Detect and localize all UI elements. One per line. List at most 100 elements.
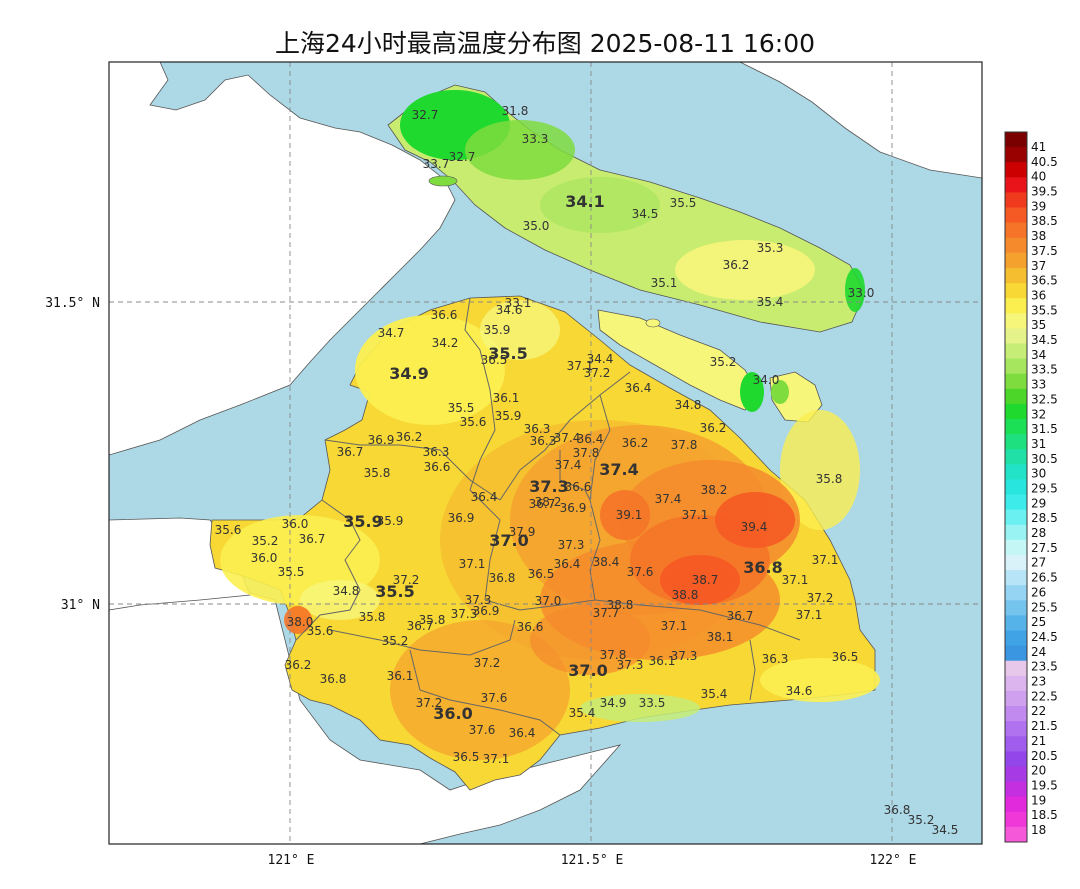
colorbar-tick-label: 20.5 bbox=[1031, 749, 1058, 763]
station-value: 36.7 bbox=[727, 609, 754, 623]
station-value: 36.2 bbox=[285, 658, 312, 672]
station-value: 36.1 bbox=[649, 654, 676, 668]
station-value: 39.4 bbox=[741, 520, 768, 534]
station-value: 34.8 bbox=[675, 398, 702, 412]
colorbar-swatch bbox=[1005, 237, 1027, 254]
station-value: 37.1 bbox=[459, 557, 486, 571]
colorbar-swatch bbox=[1005, 706, 1027, 722]
colorbar-tick-label: 22.5 bbox=[1031, 689, 1058, 703]
station-value: 35.2 bbox=[252, 534, 279, 548]
station-value: 37.2 bbox=[393, 573, 420, 587]
station-value: 34.7 bbox=[378, 326, 405, 340]
colorbar-swatch bbox=[1005, 796, 1027, 813]
colorbar-tick-label: 32.5 bbox=[1031, 392, 1058, 406]
station-value: 37.2 bbox=[416, 696, 443, 710]
station-value: 34.4 bbox=[587, 352, 614, 366]
colorbar-swatch bbox=[1005, 645, 1027, 662]
station-value: 36.8 bbox=[489, 571, 516, 585]
colorbar-tick-label: 38 bbox=[1031, 229, 1046, 243]
station-value: 35.8 bbox=[419, 613, 446, 627]
colorbar-swatch bbox=[1005, 509, 1027, 526]
station-value: 36.8 bbox=[884, 803, 911, 817]
chongming-east-tip bbox=[845, 268, 865, 312]
colorbar-tick-label: 32 bbox=[1031, 407, 1046, 421]
station-value: 31.8 bbox=[502, 104, 529, 118]
colorbar-swatch bbox=[1005, 751, 1027, 767]
colorbar-tick-label: 18 bbox=[1031, 823, 1046, 837]
colorbar-swatch bbox=[1005, 388, 1027, 405]
station-value: 35.9 bbox=[484, 323, 511, 337]
station-value: 34.8 bbox=[333, 584, 360, 598]
colorbar-tick-label: 29.5 bbox=[1031, 482, 1058, 496]
station-value: 37.2 bbox=[474, 656, 501, 670]
station-value: 36.9 bbox=[448, 511, 475, 525]
graticule bbox=[109, 62, 982, 844]
station-value: 36.1 bbox=[387, 669, 414, 683]
colorbar-swatch bbox=[1005, 177, 1027, 193]
colorbar-swatch bbox=[1005, 283, 1027, 299]
station-value: 36.4 bbox=[471, 490, 498, 504]
colorbar-tick-label: 19 bbox=[1031, 793, 1046, 807]
station-value: 37.1 bbox=[796, 608, 823, 622]
station-value: 36.1 bbox=[493, 391, 520, 405]
station-value: 35.4 bbox=[569, 706, 596, 720]
district-average-value: 35.5 bbox=[375, 582, 414, 601]
station-value: 33.1 bbox=[505, 296, 532, 310]
colorbar-swatch bbox=[1005, 811, 1027, 828]
station-value: 35.0 bbox=[523, 219, 550, 233]
colorbar-swatch bbox=[1005, 132, 1027, 148]
station-value: 36.6 bbox=[424, 460, 451, 474]
colorbar-swatch bbox=[1005, 690, 1027, 707]
colorbar-swatch bbox=[1005, 554, 1027, 571]
station-value: 36.9 bbox=[560, 501, 587, 515]
station-value: 37.8 bbox=[671, 438, 698, 452]
colorbar-tick-label: 28 bbox=[1031, 526, 1046, 540]
station-value: 37.6 bbox=[627, 565, 654, 579]
station-value: 37.8 bbox=[573, 446, 600, 460]
station-value: 33.0 bbox=[848, 286, 875, 300]
hengsha-green bbox=[771, 380, 789, 404]
colorbar-swatch bbox=[1005, 162, 1027, 178]
colorbar-tick-label: 26 bbox=[1031, 585, 1046, 599]
colorbar-tick-label: 25.5 bbox=[1031, 600, 1058, 614]
station-value: 36.7 bbox=[407, 619, 434, 633]
changxing-green bbox=[740, 372, 764, 412]
colorbar-swatch bbox=[1005, 192, 1027, 209]
colorbar-swatch bbox=[1005, 373, 1027, 390]
station-value: 35.8 bbox=[816, 472, 843, 486]
station-value: 37.3 bbox=[558, 538, 585, 552]
colorbar-swatch bbox=[1005, 207, 1027, 224]
colorbar-swatch bbox=[1005, 660, 1027, 677]
colorbar-swatch bbox=[1005, 222, 1027, 239]
station-value: 34.6 bbox=[496, 303, 523, 317]
district-average-value: 36.0 bbox=[433, 704, 472, 723]
colorbar-swatch bbox=[1005, 570, 1027, 586]
station-value: 38.7 bbox=[692, 573, 719, 587]
station-value: 37.8 bbox=[600, 648, 627, 662]
colorbar-tick-label: 30.5 bbox=[1031, 452, 1058, 466]
small-island-2 bbox=[645, 318, 661, 328]
station-value: 35.8 bbox=[364, 466, 391, 480]
station-value: 35.9 bbox=[495, 409, 522, 423]
colorbar-swatch bbox=[1005, 343, 1027, 360]
district-average-value: 37.0 bbox=[568, 661, 607, 680]
colorbar-tick-label: 33.5 bbox=[1031, 363, 1058, 377]
small-island bbox=[428, 175, 458, 187]
colorbar-swatch bbox=[1005, 147, 1027, 163]
station-value: 34.9 bbox=[600, 696, 627, 710]
colorbar-swatch bbox=[1005, 403, 1027, 420]
colorbar-swatch bbox=[1005, 826, 1027, 843]
colorbar-swatch bbox=[1005, 449, 1027, 465]
colorbar-tick-label: 19.5 bbox=[1031, 778, 1058, 792]
station-value: 35.4 bbox=[757, 295, 784, 309]
colorbar-tick-label: 34 bbox=[1031, 348, 1046, 362]
colorbar-tick-label: 24.5 bbox=[1031, 630, 1058, 644]
changxing-island bbox=[597, 309, 761, 411]
station-value: 35.1 bbox=[651, 276, 678, 290]
lon-label-121: 121° E bbox=[268, 853, 315, 868]
colorbar-swatch bbox=[1005, 721, 1027, 737]
colorbar-tick-label: 23.5 bbox=[1031, 660, 1058, 674]
colorbar-tick-label: 40.5 bbox=[1031, 155, 1058, 169]
colorbar-tick-label: 37.5 bbox=[1031, 244, 1058, 258]
station-value: 35.6 bbox=[215, 523, 242, 537]
